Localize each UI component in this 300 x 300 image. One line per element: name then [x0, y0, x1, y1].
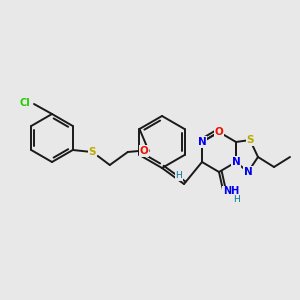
Text: S: S: [88, 147, 95, 157]
Text: N: N: [198, 137, 206, 147]
Text: O: O: [214, 127, 224, 137]
Text: O: O: [140, 146, 148, 156]
Text: S: S: [246, 135, 254, 145]
Text: N: N: [232, 157, 240, 167]
Text: H: H: [234, 196, 240, 205]
Text: S: S: [88, 147, 95, 157]
Text: N: N: [198, 137, 206, 147]
Text: S: S: [246, 135, 254, 145]
Text: N: N: [232, 157, 240, 167]
Text: NH: NH: [223, 186, 239, 196]
Text: H: H: [234, 196, 240, 205]
Text: Cl: Cl: [20, 98, 30, 108]
Text: Cl: Cl: [20, 98, 30, 108]
Text: N: N: [244, 167, 252, 177]
Text: O: O: [214, 127, 224, 137]
Text: N: N: [244, 167, 252, 177]
Text: O: O: [140, 146, 148, 156]
Text: H: H: [176, 172, 182, 181]
Text: H: H: [176, 172, 182, 181]
Text: NH: NH: [223, 186, 239, 196]
